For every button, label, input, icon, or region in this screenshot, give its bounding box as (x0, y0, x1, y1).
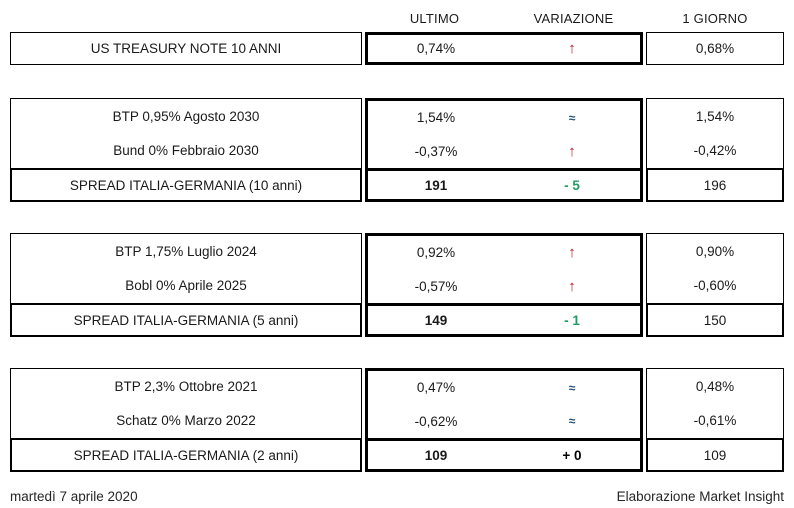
giorno-value: 0,48% (695, 378, 735, 394)
giorno-box: 150 (646, 303, 784, 337)
values-box: 109 + 0 (365, 438, 643, 472)
spread-giorno-value: 109 (703, 447, 727, 463)
giorno-box: 0,68% (646, 32, 784, 65)
values-box: 149 - 1 (365, 303, 643, 337)
values-box: 0,92% ↑ -0,57% ↑ (365, 233, 643, 303)
giorno-value: -0,60% (693, 278, 737, 294)
spread-variation-value: - 5 (564, 177, 580, 193)
up-arrow-icon: ↑ (568, 244, 576, 262)
spread-ultimo-value: 191 (424, 177, 448, 193)
values-box: 0,47% ≈ -0,62% ≈ (365, 368, 643, 438)
label-box: SPREAD ITALIA-GERMANIA (2 anni) (10, 438, 362, 472)
report-credit: Elaborazione Market Insight (616, 489, 784, 504)
label-box: BTP 1,75% Luglio 2024 Bobl 0% Aprile 202… (10, 233, 362, 303)
row-label: BTP 0,95% Agosto 2030 (112, 108, 260, 124)
label-box: SPREAD ITALIA-GERMANIA (10 anni) (10, 168, 362, 202)
table-row: -0,57% ↑ (368, 270, 640, 304)
giorno-value: 1,54% (695, 108, 735, 124)
giorno-box: 1,54% -0,42% (646, 98, 784, 168)
spread-ultimo-value: 109 (424, 447, 448, 463)
up-arrow-icon: ↑ (568, 40, 576, 57)
table-row: 109 + 0 (368, 441, 640, 469)
row-label: Schatz 0% Marzo 2022 (116, 413, 256, 429)
ultimo-value: -0,37% (414, 143, 458, 159)
approx-equal-icon: ≈ (568, 110, 576, 125)
ultimo-value: -0,57% (414, 278, 458, 294)
table-row: -0,62% ≈ (368, 405, 640, 439)
ultimo-value: 0,47% (416, 380, 456, 396)
approx-equal-icon: ≈ (568, 414, 576, 429)
up-arrow-icon: ↑ (568, 277, 576, 295)
section-5-anni: BTP 1,75% Luglio 2024 Bobl 0% Aprile 202… (10, 233, 784, 337)
values-box: 191 - 5 (365, 168, 643, 202)
report-date: martedì 7 aprile 2020 (10, 489, 138, 504)
row-label: BTP 1,75% Luglio 2024 (115, 243, 257, 259)
spread-label: SPREAD ITALIA-GERMANIA (5 anni) (73, 312, 299, 328)
table-row: 0,92% ↑ (368, 236, 640, 270)
table-row: 1,54% ≈ (368, 101, 640, 135)
ultimo-value: 0,74% (416, 41, 456, 56)
row-label: Bobl 0% Aprile 2025 (125, 278, 247, 294)
ultimo-value: 1,54% (416, 110, 456, 126)
section-rows: BTP 0,95% Agosto 2030 Bund 0% Febbraio 2… (10, 98, 784, 168)
spread-row-5-anni: SPREAD ITALIA-GERMANIA (5 anni) 149 - 1 … (10, 303, 784, 337)
spread-giorno-value: 150 (703, 312, 727, 328)
table-row: -0,37% ↑ (368, 135, 640, 169)
spread-label: SPREAD ITALIA-GERMANIA (10 anni) (69, 177, 303, 193)
label-box: BTP 0,95% Agosto 2030 Bund 0% Febbraio 2… (10, 98, 362, 168)
giorno-value: 0,68% (695, 41, 735, 56)
table-row: 0,74% ↑ (368, 35, 640, 62)
values-box: 1,54% ≈ -0,37% ↑ (365, 98, 643, 168)
up-arrow-icon: ↑ (568, 142, 576, 160)
values-box: 0,74% ↑ (365, 32, 643, 65)
section-10-anni: BTP 0,95% Agosto 2030 Bund 0% Febbraio 2… (10, 98, 784, 202)
section-rows: BTP 1,75% Luglio 2024 Bobl 0% Aprile 202… (10, 233, 784, 303)
spread-label: SPREAD ITALIA-GERMANIA (2 anni) (73, 447, 299, 463)
section-2-anni: BTP 2,3% Ottobre 2021 Schatz 0% Marzo 20… (10, 368, 784, 472)
table-row: 0,47% ≈ (368, 371, 640, 405)
giorno-value: -0,61% (693, 413, 737, 429)
table-row: 191 - 5 (368, 171, 640, 199)
spread-variation-value: - 1 (564, 312, 580, 328)
row-label: BTP 2,3% Ottobre 2021 (114, 378, 258, 394)
row-label: Bund 0% Febbraio 2030 (113, 143, 259, 159)
spread-row-2-anni: SPREAD ITALIA-GERMANIA (2 anni) 109 + 0 … (10, 438, 784, 472)
giorno-box: 109 (646, 438, 784, 472)
row-label: US TREASURY NOTE 10 ANNI (90, 41, 282, 56)
column-header-giorno: 1 GIORNO (682, 10, 748, 26)
section-rows: BTP 2,3% Ottobre 2021 Schatz 0% Marzo 20… (10, 368, 784, 438)
section-us-treasury: US TREASURY NOTE 10 ANNI 0,74% ↑ 0,68% (10, 32, 784, 65)
ultimo-value: 0,92% (416, 245, 456, 261)
spread-row-10-anni: SPREAD ITALIA-GERMANIA (10 anni) 191 - 5… (10, 168, 784, 202)
giorno-value: -0,42% (693, 143, 737, 159)
label-box: BTP 2,3% Ottobre 2021 Schatz 0% Marzo 20… (10, 368, 362, 438)
giorno-value: 0,90% (695, 243, 735, 259)
spread-giorno-value: 196 (703, 177, 727, 193)
label-box: US TREASURY NOTE 10 ANNI (10, 32, 362, 65)
approx-equal-icon: ≈ (568, 380, 576, 395)
ultimo-value: -0,62% (414, 413, 458, 429)
column-header-ultimo: ULTIMO (409, 10, 460, 26)
column-header-variazione: VARIAZIONE (533, 10, 614, 26)
column-headers: ULTIMO VARIAZIONE 1 GIORNO (365, 8, 784, 28)
giorno-box: 196 (646, 168, 784, 202)
giorno-box: 0,90% -0,60% (646, 233, 784, 303)
giorno-box: 0,48% -0,61% (646, 368, 784, 438)
spread-variation-value: + 0 (562, 447, 582, 463)
label-box: SPREAD ITALIA-GERMANIA (5 anni) (10, 303, 362, 337)
table-row: 149 - 1 (368, 306, 640, 334)
spread-ultimo-value: 149 (424, 312, 448, 328)
footer: martedì 7 aprile 2020 Elaborazione Marke… (10, 489, 784, 504)
